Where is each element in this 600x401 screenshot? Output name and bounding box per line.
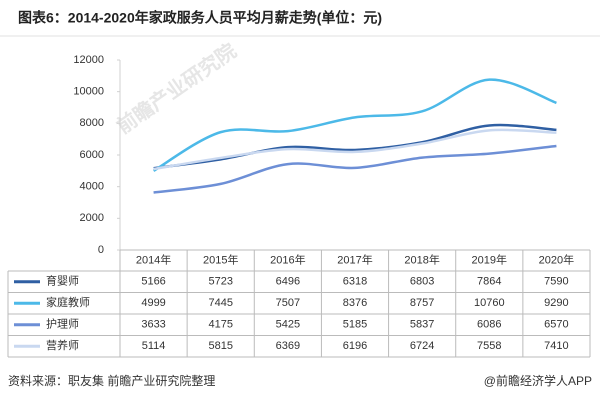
y-tick-label: 10000 xyxy=(73,86,104,98)
y-tick-label: 4000 xyxy=(80,181,104,193)
y-tick-label: 8000 xyxy=(80,117,104,129)
table-cell: 5114 xyxy=(142,340,166,352)
source: 资料来源：职友集 前瞻产业研究院整理 xyxy=(8,373,215,388)
y-tick-label: 0 xyxy=(98,244,104,256)
table-cell: 7864 xyxy=(477,276,501,288)
table-cell: 4999 xyxy=(141,297,165,309)
table-cell: 6496 xyxy=(276,276,300,288)
table-cell: 8757 xyxy=(410,297,434,309)
table-cell: 7507 xyxy=(276,297,300,309)
series-line xyxy=(153,123,557,170)
table-cell: 6803 xyxy=(410,276,434,288)
legend-label: 家庭教师 xyxy=(46,295,90,309)
table-cell: 8376 xyxy=(343,297,367,309)
table-cell: 6196 xyxy=(343,340,367,352)
x-tick-label: 2020年 xyxy=(539,252,574,266)
table-cell: 7590 xyxy=(544,276,568,288)
y-tick-label: 12000 xyxy=(73,54,104,66)
table-cell: 5425 xyxy=(276,319,300,331)
table-cell: 3633 xyxy=(141,319,165,331)
x-tick-label: 2017年 xyxy=(337,252,372,266)
series-line xyxy=(153,128,557,171)
table-cell: 7445 xyxy=(208,297,232,309)
table-cell: 6369 xyxy=(276,340,300,352)
x-tick-label: 2015年 xyxy=(203,252,238,266)
y-tick-label: 2000 xyxy=(80,212,104,224)
table-cell: 4175 xyxy=(208,319,232,331)
series-line xyxy=(152,78,557,172)
table-cell: 6724 xyxy=(410,340,434,352)
x-tick-label: 2018年 xyxy=(404,252,439,266)
table-cell: 5815 xyxy=(208,340,232,352)
x-tick-label: 2016年 xyxy=(270,252,305,266)
table-cell: 6570 xyxy=(544,319,568,331)
legend-label: 育婴师 xyxy=(46,274,79,288)
x-tick-label: 2019年 xyxy=(472,252,507,266)
table-cell: 5185 xyxy=(343,319,367,331)
x-tick-label: 2014年 xyxy=(136,252,171,266)
legend-label: 营养师 xyxy=(46,338,79,352)
series-line xyxy=(153,144,557,194)
chart-title: 图表6：2014-2020年家政服务人员平均月薪走势(单位：元) xyxy=(18,10,382,26)
watermark: 前瞻产业研究院 xyxy=(112,38,240,138)
table-cell: 7558 xyxy=(477,340,501,352)
y-tick-label: 6000 xyxy=(80,149,104,161)
table-cell: 7410 xyxy=(544,340,568,352)
credit: @前瞻经济学人APP xyxy=(484,373,592,388)
table-cell: 10760 xyxy=(474,297,505,309)
table-cell: 6318 xyxy=(343,276,367,288)
legend-label: 护理师 xyxy=(46,317,79,331)
table-cell: 5837 xyxy=(410,319,434,331)
table-cell: 9290 xyxy=(544,297,568,309)
table-cell: 5166 xyxy=(141,276,165,288)
table-cell: 5723 xyxy=(208,276,232,288)
table-cell: 6086 xyxy=(477,319,501,331)
